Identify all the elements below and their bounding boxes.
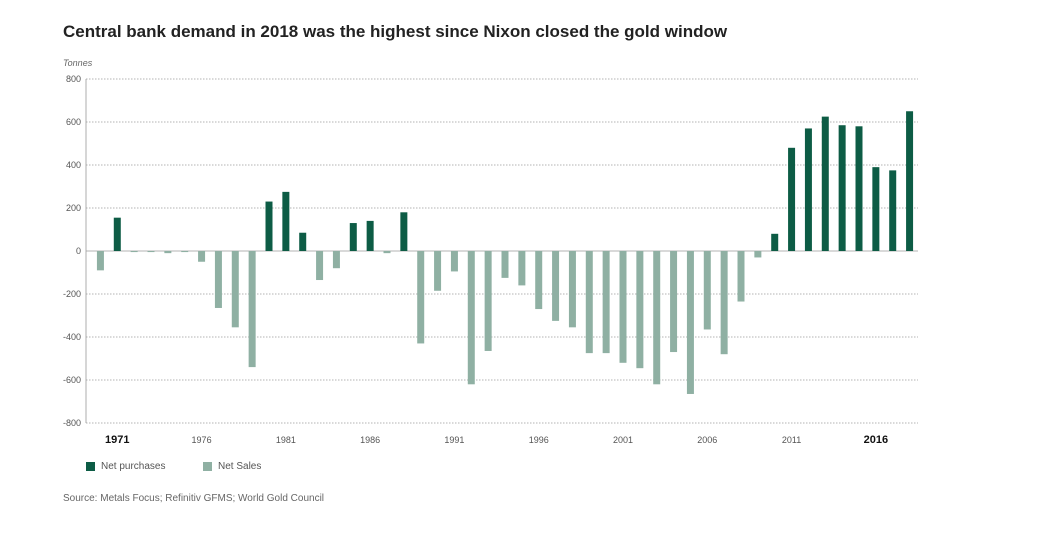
x-tick-label: 2011: [782, 435, 801, 445]
chart-title: Central bank demand in 2018 was the high…: [63, 22, 728, 41]
y-tick-label: 0: [76, 246, 81, 256]
x-tick-label: 1971: [105, 434, 129, 446]
bar-net-sale: [535, 251, 543, 310]
bar-net-purchase: [299, 232, 307, 251]
bar-net-purchase: [349, 223, 357, 251]
bar-net-sale: [383, 251, 391, 254]
legend-swatch-sales: [203, 462, 212, 471]
bar-net-sale: [737, 251, 745, 302]
bar-net-sale: [130, 251, 138, 253]
bar-net-purchase: [366, 220, 374, 251]
x-tick-label: 1976: [192, 435, 212, 445]
bar-net-sale: [754, 251, 762, 258]
bar-net-sale: [686, 251, 694, 394]
bar-net-sale: [332, 251, 340, 269]
bar-net-sale: [501, 251, 509, 278]
bar-net-purchase: [788, 147, 796, 251]
bar-net-purchase: [889, 170, 897, 251]
bar-net-sale: [231, 251, 239, 328]
bar-net-sale: [147, 251, 155, 253]
bar-net-purchase: [838, 125, 846, 251]
x-tick-label: 2006: [697, 435, 717, 445]
bar-net-purchase: [872, 167, 880, 251]
bar-net-sale: [214, 251, 222, 308]
y-tick-label: 200: [66, 203, 81, 213]
bar-net-sale: [434, 251, 442, 291]
bar-net-sale: [417, 251, 425, 344]
y-tick-label: -800: [63, 418, 81, 428]
bar-net-sale: [670, 251, 678, 353]
bar-net-sale: [484, 251, 492, 351]
bar-net-sale: [96, 251, 104, 271]
y-axis: 800 600 400 200 0 -200 -400 -600 -800: [63, 74, 87, 428]
y-tick-label: 800: [66, 74, 81, 84]
bar-net-purchase: [400, 212, 408, 251]
bar-net-purchase: [906, 111, 914, 251]
x-tick-label: 1996: [529, 435, 549, 445]
y-tick-label: -400: [63, 332, 81, 342]
y-tick-label: 600: [66, 117, 81, 127]
bar-net-sale: [198, 251, 206, 262]
legend-item-purchases: Net purchases: [86, 461, 165, 472]
gridlines: [86, 78, 918, 424]
bar-net-purchase: [265, 201, 273, 251]
bar-net-sale: [467, 251, 475, 385]
y-tick-label: -600: [63, 375, 81, 385]
bar-net-sale: [450, 251, 458, 272]
bar-net-sale: [602, 251, 610, 354]
bar-net-sale: [181, 251, 189, 253]
bar-net-sale: [619, 251, 627, 363]
y-axis-label: Tonnes: [63, 58, 93, 68]
x-tick-label: 1986: [360, 435, 380, 445]
legend-swatch-purchases: [86, 462, 95, 471]
bar-net-sale: [636, 251, 644, 369]
x-tick-label: 1981: [276, 435, 296, 445]
bar-net-sale: [585, 251, 593, 354]
bar-net-purchase: [855, 126, 863, 251]
bar-net-sale: [164, 251, 172, 254]
x-tick-label: 2016: [864, 434, 888, 446]
bar-net-sale: [703, 251, 711, 330]
y-tick-label: -200: [63, 289, 81, 299]
bar-net-sale: [653, 251, 661, 385]
x-axis: 1971 1976 1981 1986 1991 1996 2001 2006 2011 2016: [105, 434, 888, 446]
bars: [96, 111, 914, 394]
legend-label-sales: Net Sales: [218, 461, 262, 472]
bar-net-purchase: [113, 217, 121, 251]
bar-net-sale: [248, 251, 256, 368]
legend-label-purchases: Net purchases: [101, 461, 166, 472]
bar-net-purchase: [282, 191, 290, 251]
bar-net-sale: [316, 251, 324, 281]
x-tick-label: 1991: [444, 435, 464, 445]
legend-item-sales: Net Sales: [203, 461, 261, 472]
bar-net-purchase: [804, 128, 812, 251]
bar-net-sale: [720, 251, 728, 355]
bar-net-sale: [552, 251, 560, 321]
x-tick-label: 2001: [613, 435, 633, 445]
source-note: Source: Metals Focus; Refinitiv GFMS; Wo…: [63, 493, 325, 504]
bar-net-purchase: [771, 233, 779, 251]
y-tick-label: 400: [66, 160, 81, 170]
bar-net-purchase: [821, 116, 829, 251]
bar-net-sale: [518, 251, 526, 286]
bar-net-sale: [568, 251, 576, 328]
